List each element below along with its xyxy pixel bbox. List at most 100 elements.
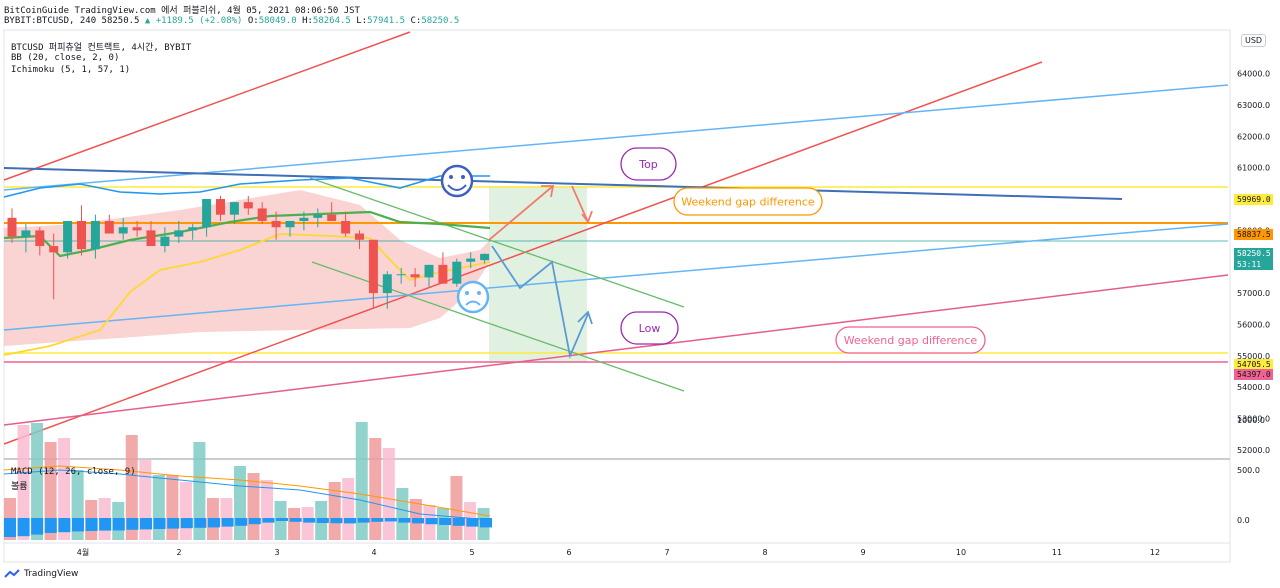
candle-body: [21, 230, 31, 237]
candle-body: [49, 246, 59, 253]
gap-upper-callout-text: Weekend gap difference: [681, 196, 815, 209]
price-tag: 59969.0: [1234, 193, 1273, 205]
low-callout-bubble: [620, 311, 679, 345]
macd-hist-bar: [425, 518, 438, 525]
volume-bar: [342, 478, 355, 540]
legend-ichimoku: Ichimoku (5, 1, 57, 1): [11, 65, 131, 75]
ichimoku-cloud: [4, 190, 490, 346]
legend-title: BTCUSD 퍼피츄얼 컨트랙트, 4시간, BYBIT: [11, 43, 192, 53]
price-tick-label: 55000.0: [1237, 352, 1270, 361]
macd-hist-bar: [303, 518, 316, 523]
macd-hist-bar: [289, 518, 302, 522]
volume-bar: [261, 480, 274, 540]
candle-body: [271, 220, 281, 228]
time-tick-label: 4: [371, 548, 376, 557]
price-tick-label: 56000.0: [1237, 320, 1270, 329]
macd-hist-bar: [344, 518, 356, 524]
close-value: 58250.5: [421, 16, 460, 26]
arrowhead-blue: [577, 310, 593, 325]
macd-hist-bar: [452, 518, 465, 526]
low-callout-text: Low: [639, 322, 661, 335]
macd-hist-bar: [357, 518, 370, 523]
volume-bar: [193, 442, 206, 540]
macd-hist-bar: [167, 518, 180, 529]
candle-body: [382, 274, 392, 294]
time-tick-label: 5: [469, 548, 474, 557]
gap-lower-callout-text: Weekend gap difference: [844, 334, 978, 347]
candle-body: [35, 230, 45, 247]
eye: [465, 291, 469, 295]
macd-tick-label: 1000.0: [1237, 416, 1265, 425]
high-value: 58264.5: [312, 16, 351, 26]
price-tag-value: 59969.0: [1237, 194, 1271, 204]
macd-hist-bar: [248, 518, 261, 525]
volume-bar: [396, 488, 409, 540]
macd-hist-bar: [44, 518, 57, 533]
price-tag-countdown: 53:11: [1237, 259, 1262, 269]
volume-bar: [166, 475, 179, 540]
macd-hist-bar: [58, 518, 71, 533]
candle-body: [132, 227, 142, 231]
legend-bb: BB (20, close, 2, 0): [11, 53, 120, 63]
macd-hist-bar: [180, 518, 193, 529]
c-label: C:: [410, 16, 422, 26]
currency-button[interactable]: USD: [1241, 34, 1267, 47]
candle-body: [341, 220, 351, 234]
macd-hist-bar: [480, 518, 492, 528]
trend-blue-upper: [3, 84, 1229, 191]
macd-hist-bar: [235, 518, 248, 526]
macd-hist-bar: [126, 518, 139, 530]
volume-bar: [382, 448, 395, 540]
price-tag-value: 58250.5: [1237, 248, 1271, 258]
ichimoku-leading: [3, 233, 491, 356]
macd-hist-bar: [221, 518, 234, 527]
volume-bar: [58, 438, 71, 540]
candle-body: [229, 202, 239, 215]
open-value: 58049.0: [258, 16, 297, 26]
price-tick-label: 54000.0: [1237, 383, 1270, 392]
candle-body: [118, 227, 128, 234]
price-tag-value: 54705.5: [1237, 360, 1271, 369]
price-tick-label: 53000.0: [1237, 414, 1270, 423]
trend-pink: [3, 274, 1229, 426]
arrow-down-top: [571, 185, 589, 223]
price-tag: 54705.5: [1234, 359, 1273, 370]
volume-bar: [288, 508, 301, 540]
sad-face-icon: [456, 280, 490, 314]
sad-mouth: [465, 300, 481, 306]
macd-signal: [3, 465, 491, 517]
top-callout-text: Top: [638, 158, 658, 171]
macd-hist-bar: [371, 518, 384, 522]
macd-hist-bar: [466, 518, 479, 527]
macd-hist-bar: [194, 518, 207, 528]
macd-hist-bar: [31, 518, 44, 535]
time-tick-label: 4월: [77, 547, 89, 557]
macd-hist-bar: [85, 518, 98, 531]
tradingview-logo[interactable]: TradingView: [4, 569, 78, 579]
bb-basis: [3, 210, 491, 258]
arrowhead-top: [541, 185, 555, 198]
candle-body: [355, 233, 364, 240]
candle-body: [480, 253, 490, 261]
macd-legend: MACD (12, 26, close, 9): [11, 467, 136, 477]
bb-upper: [3, 175, 490, 198]
macd-hist-bar: [276, 518, 288, 521]
symbol-label: BYBIT:BTCUSD, 240: [4, 16, 97, 26]
o-label: O:: [247, 16, 259, 26]
macd-hist-bar: [439, 518, 452, 525]
candle-body: [63, 220, 73, 253]
volume-legend: 볼륨: [11, 482, 28, 492]
macd-hist-bar: [153, 518, 166, 529]
price-tag-value: 54397.0: [1237, 369, 1271, 379]
arrow-up-top: [488, 185, 554, 241]
price-tick-label: 62000.0: [1237, 132, 1270, 141]
volume-bar: [233, 466, 246, 540]
price-tick-label: 52000.0: [1237, 446, 1270, 455]
volume-bar: [179, 482, 192, 540]
header-line-2: BYBIT:BTCUSD, 240 58250.5 ▲ +1189.5 (+2.…: [4, 16, 459, 26]
candle-body: [424, 264, 434, 278]
time-tick-label: 6: [566, 548, 571, 557]
macd-hist-bar: [208, 518, 220, 528]
time-tick-label: 2: [176, 548, 181, 557]
